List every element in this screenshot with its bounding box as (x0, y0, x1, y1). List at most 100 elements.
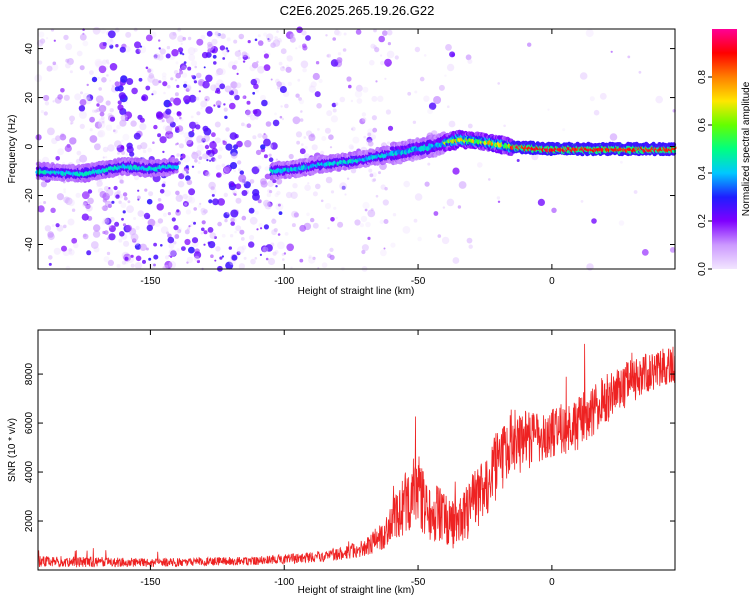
spectrogram-noise-point (205, 74, 213, 83)
spectrogram-noise-point (259, 253, 262, 256)
spectrogram-noise-point (277, 241, 285, 250)
spectrogram-noise-point (210, 254, 214, 258)
spectrogram-noise-point (371, 172, 377, 178)
spectrogram-noise-point (191, 165, 195, 168)
figure-title: C2E6.2025.265.19.26.G22 (280, 3, 435, 18)
spectrogram-noise-point (224, 115, 228, 120)
spectrogram-noise-point (412, 120, 417, 125)
spectrogram-noise-point (89, 135, 98, 143)
spectrogram-noise-point (153, 53, 161, 60)
spectrogram-noise-point (465, 54, 472, 61)
spectrogram-noise-point (278, 61, 283, 66)
spectrogram-noise-point (185, 88, 190, 92)
spectrogram-noise-point (335, 216, 338, 220)
spectrogram-y-tick-label: -40 (24, 237, 35, 252)
spectrogram-noise-point (261, 157, 265, 160)
spectrogram-noise-point (195, 72, 202, 79)
spectrogram-noise-point (161, 119, 165, 123)
spectrogram-noise-point (114, 27, 120, 33)
spectrogram-noise-point (204, 95, 210, 102)
spectrogram-noise-point (182, 36, 186, 41)
spectrogram-noise-point (374, 47, 380, 53)
spectrogram-noise-point (60, 88, 65, 93)
spectrogram-y-tick-label: 40 (24, 43, 35, 55)
spectrogram-noise-point (118, 200, 122, 204)
spectrogram-noise-point (301, 143, 304, 146)
spectrogram-noise-point (79, 99, 87, 106)
spectrogram-noise-point (185, 195, 193, 203)
spectrogram-noise-point (105, 188, 114, 197)
snr-frame (37, 329, 676, 571)
spectrogram-noise-point (250, 78, 257, 86)
spectrogram-noise-point (199, 202, 202, 205)
spectrogram-noise-point (235, 183, 242, 190)
spectrogram-noise-point (419, 76, 425, 82)
spectrogram-noise-point (188, 246, 195, 254)
spectrogram-noise-point (217, 154, 222, 159)
spectrogram-noise-point (109, 38, 113, 42)
spectrogram-noise-point (267, 180, 275, 187)
spectrogram-noise-point (354, 90, 363, 98)
spectrogram-noise-point (299, 148, 306, 155)
spectrogram-noise-point (231, 254, 238, 261)
spectrogram-noise-point (150, 262, 157, 269)
spectrogram-noise-point (191, 129, 195, 132)
spectrogram-noise-point (171, 49, 179, 57)
spectrogram-noise-point (181, 246, 186, 252)
spectrogram-noise-point (213, 158, 218, 162)
spectrogram-noise-point (81, 191, 90, 200)
spectrogram-noise-point (300, 60, 309, 69)
snr-series-line (37, 343, 676, 568)
spectrogram-noise-point (157, 218, 164, 224)
spectrogram-noise-point (147, 68, 152, 73)
spectrogram-noise-point (212, 140, 215, 144)
spectrogram-noise-point (216, 33, 222, 39)
spectrogram-noise-point (173, 97, 182, 106)
spectrogram-noise-point (254, 38, 258, 42)
spectrogram-noise-point (108, 233, 116, 241)
spectrogram-noise-point (633, 190, 638, 194)
spectrogram-noise-point (375, 194, 379, 198)
spectrogram-noise-point (65, 58, 70, 63)
spectrogram-noise-point (655, 95, 663, 104)
spectrogram-noise-point (48, 262, 52, 266)
spectrogram-noise-point (182, 200, 189, 207)
spectrogram-noise-point (452, 167, 460, 175)
spectrogram-noise-point (183, 132, 190, 139)
spectrogram-noise-point (308, 134, 316, 142)
spectrogram-noise-point (131, 87, 138, 95)
spectrogram-noise-point (223, 103, 226, 106)
spectrogram-noise-point (160, 244, 163, 247)
spectrogram-noise-point (230, 209, 239, 218)
spectrogram-noise-point (138, 77, 143, 82)
spectrogram-noise-point (169, 31, 177, 40)
spectrogram-noise-point (97, 76, 100, 79)
snr-panel: -150 -100 -50 0 2000 4000 6000 8000 Height of … (7, 329, 676, 596)
spectrogram-noise-point (171, 217, 176, 222)
spectrogram-ridge-point (174, 161, 179, 166)
spectrogram-noise-point (361, 244, 369, 252)
spectrogram-noise-point (195, 121, 199, 125)
spectrogram-noise-point (120, 75, 128, 83)
spectrogram-noise-point (96, 180, 103, 187)
spectrogram-noise-point (161, 76, 167, 81)
spectrogram-noise-point (414, 193, 423, 201)
spectrogram-noise-point (361, 112, 367, 117)
spectrogram-noise-point (226, 211, 230, 215)
spectrogram-noise-point (330, 59, 339, 67)
spectrogram-noise-point (116, 264, 121, 268)
spectrogram-noise-point (441, 236, 450, 245)
spectrogram-noise-point (184, 229, 190, 235)
spectrogram-noise-point (212, 198, 219, 206)
spectrogram-noise-point (139, 123, 147, 131)
spectrogram-noise-point (263, 32, 268, 37)
spectrogram-noise-point (193, 251, 202, 259)
spectrogram-noise-point (153, 57, 157, 60)
spectrogram-noise-point (57, 148, 64, 156)
spectrogram-noise-point (122, 133, 130, 141)
spectrogram-noise-point (241, 179, 247, 185)
spectrogram-noise-point (356, 98, 363, 104)
spectrogram-noise-point (152, 141, 155, 144)
spectrogram-noise-point (146, 198, 153, 205)
spectrogram-noise-point (126, 78, 134, 85)
